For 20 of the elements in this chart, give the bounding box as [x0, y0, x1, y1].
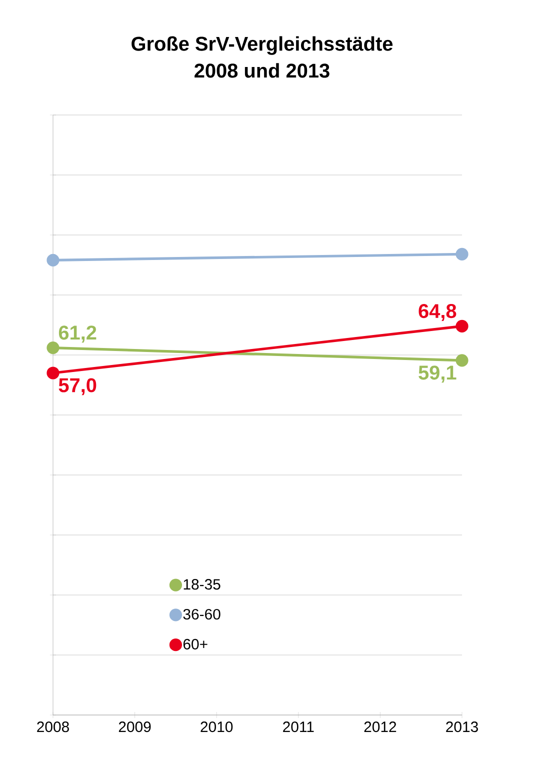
x-tick-label: 2013	[446, 722, 478, 732]
x-tick-label: 2011	[283, 722, 314, 732]
x-tick-label: 2012	[364, 722, 396, 732]
point	[456, 320, 468, 332]
data-label: 64,8	[418, 304, 456, 321]
point	[46, 366, 60, 380]
point	[46, 254, 60, 266]
point	[456, 354, 468, 367]
data-label: 61,2	[58, 326, 96, 343]
legend-label: 60+	[183, 638, 208, 650]
legend-label: 36-60	[183, 608, 220, 620]
x-tick-label: 2008	[37, 722, 69, 732]
data-label: 57,0	[58, 378, 96, 396]
chart-title: Große SrV-Vergleichsstädte 2008 und 2013	[132, 36, 393, 78]
point	[456, 248, 468, 260]
legend-label: 18-35	[184, 579, 220, 590]
point	[46, 341, 60, 354]
data-label: 59,1	[418, 366, 456, 383]
x-tick-label: 2009	[118, 722, 151, 732]
x-tick-label: 2010	[200, 722, 233, 732]
